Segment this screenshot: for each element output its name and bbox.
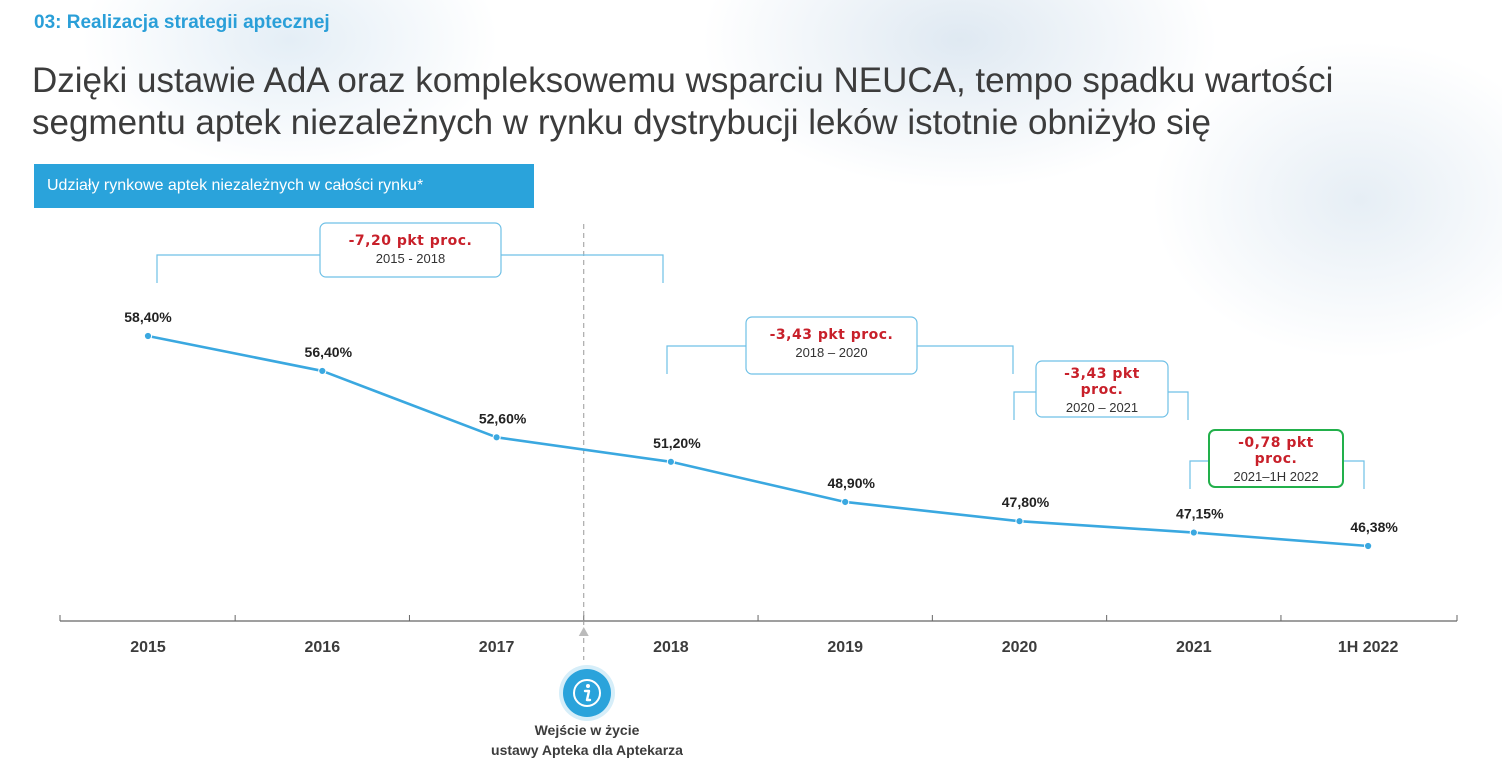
x-tick-label: 2021: [1176, 639, 1212, 656]
annotation-value: -3,43 pkt proc.: [770, 327, 894, 343]
data-point: [492, 433, 501, 442]
annotation-bracket: [1189, 460, 1209, 489]
x-tick-label: 2016: [305, 639, 341, 656]
series-line: [147, 334, 1369, 548]
data-point: [318, 366, 327, 376]
event-marker-line-2: ustawy Apteka dla Aptekarza: [491, 742, 683, 758]
annotation-value: -3,43 pkt proc.: [1064, 366, 1140, 398]
data-point: [1364, 541, 1373, 551]
x-tick-label: 1H 2022: [1338, 639, 1399, 656]
x-tick-label: 2017: [479, 639, 515, 656]
page-title: Dzięki ustawie AdA oraz kompleksowemu ws…: [32, 60, 1472, 144]
page-title-line-2: segmentu aptek niezależnych w rynku dyst…: [32, 103, 1211, 142]
data-point: [1015, 517, 1024, 526]
annotation-bracket: [501, 254, 664, 283]
annotation-bracket: [1013, 391, 1036, 420]
x-tick-label: 2019: [827, 639, 863, 656]
annotation-period: 2018 – 2020: [795, 345, 867, 360]
annotation-box: [1035, 360, 1169, 418]
data-point: [1189, 528, 1198, 537]
page-title-line-1: Dzięki ustawie AdA oraz kompleksowemu ws…: [32, 61, 1334, 100]
data-label: 48,90%: [827, 475, 875, 491]
chart-title: Udziały rynkowe aptek niezależnych w cał…: [34, 164, 534, 208]
annotation-value: -7,20 pkt proc.: [349, 233, 473, 249]
info-icon[interactable]: [563, 669, 611, 717]
annotation-bracket: [1343, 460, 1365, 489]
event-marker-line-1: Wejście w życie: [534, 722, 640, 738]
event-marker-arrow: [578, 627, 589, 636]
data-point: [841, 497, 850, 507]
annotation-box: [745, 316, 918, 375]
annotation-period: 2020 – 2021: [1066, 400, 1138, 415]
event-marker-label: Wejście w życie ustawy Apteka dla Apteka…: [462, 720, 712, 760]
section-label: 03: Realizacja strategii aptecznej: [34, 12, 330, 33]
data-label: 58,40%: [124, 309, 172, 325]
data-label: 47,80%: [1002, 494, 1050, 510]
annotation-box: [1208, 429, 1344, 488]
data-label: 52,60%: [479, 410, 527, 426]
annotation-box: [319, 222, 502, 278]
annotation-bracket: [666, 345, 746, 374]
annotation-period: 2021–1H 2022: [1233, 469, 1318, 484]
annotation-period: 2015 - 2018: [376, 251, 445, 266]
data-label: 56,40%: [305, 344, 353, 360]
annotation-value: -0,78 pkt proc.: [1238, 435, 1314, 467]
data-label: 51,20%: [653, 435, 701, 451]
annotation-bracket: [156, 254, 320, 283]
x-tick-label: 2020: [1002, 639, 1038, 656]
annotation-bracket: [917, 345, 1014, 374]
data-label: 46,38%: [1350, 519, 1398, 535]
annotation-bracket: [1168, 391, 1189, 420]
x-tick-label: 2015: [130, 639, 166, 656]
data-label: 47,15%: [1176, 506, 1224, 522]
data-point: [143, 331, 153, 341]
x-tick-label: 2018: [653, 639, 689, 656]
data-point: [666, 457, 676, 466]
